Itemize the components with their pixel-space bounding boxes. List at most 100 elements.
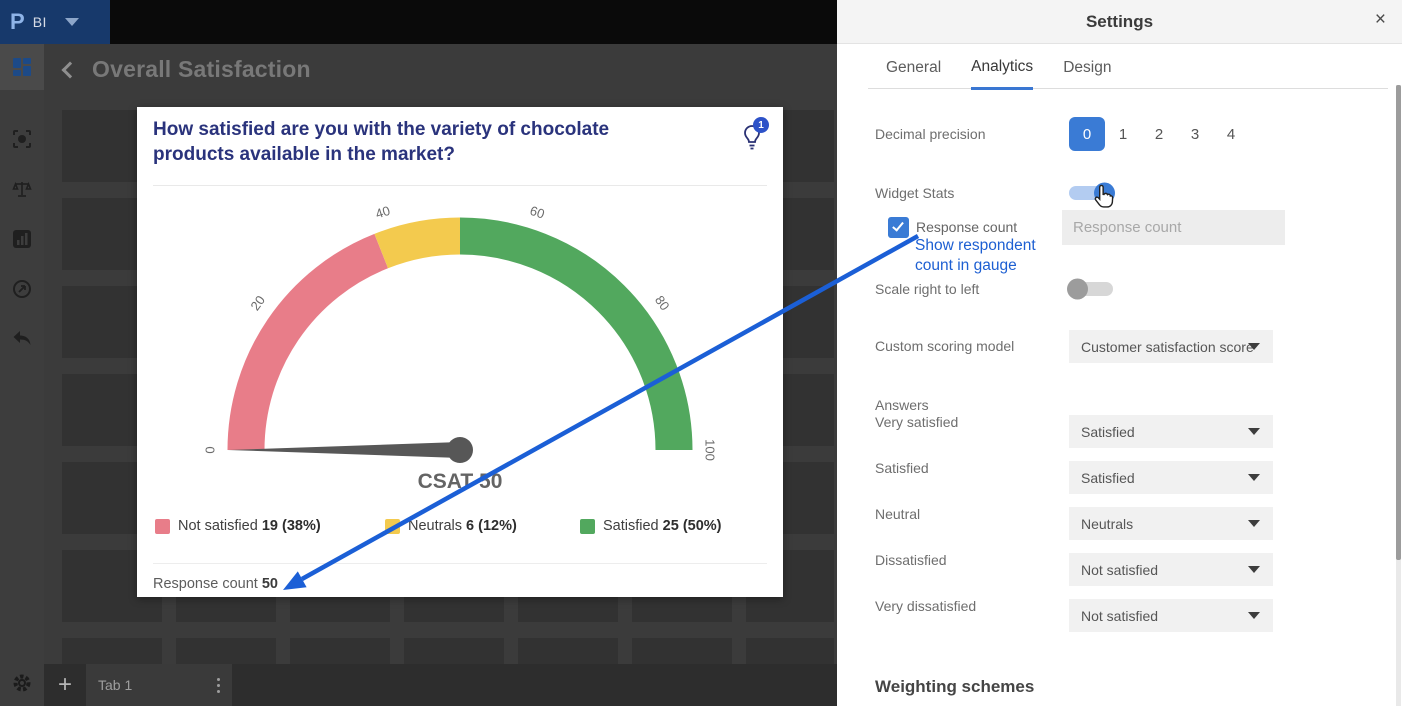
reply-icon — [13, 331, 31, 345]
sidebar-item-settings[interactable] — [0, 660, 44, 706]
tab-general[interactable]: General — [886, 59, 942, 76]
answer-satisfied-dropdown[interactable]: Satisfied — [1069, 461, 1273, 494]
answer-neutral-dropdown[interactable]: Neutrals — [1069, 507, 1273, 540]
scale-icon — [12, 181, 32, 197]
svg-text:40: 40 — [374, 203, 392, 222]
svg-text:0: 0 — [202, 446, 217, 453]
scan-icon — [13, 130, 31, 148]
answer-dissatisfied-label: Dissatisfied — [875, 552, 947, 568]
legend-item-neutrals: Neutrals 6 (12%) — [385, 518, 517, 534]
widget-placeholder-tile — [62, 638, 162, 664]
sidebar-item-back[interactable] — [0, 316, 44, 362]
settings-tabs: General Analytics Design — [868, 50, 1388, 90]
chevron-down-icon — [1248, 566, 1260, 573]
toggle-knob — [1067, 278, 1088, 300]
scrollbar-track — [1396, 85, 1401, 706]
widget-placeholder-tile — [404, 638, 504, 664]
chevron-down-icon — [1248, 474, 1260, 481]
tab-analytics[interactable]: Analytics — [971, 58, 1034, 90]
legend-swatch-red — [155, 518, 170, 534]
response-count-stat: Response count 50 — [153, 576, 278, 592]
custom-scoring-dropdown[interactable]: Customer satisfaction score — [1069, 330, 1273, 363]
chevron-down-icon — [1248, 612, 1260, 619]
chevron-down-icon — [1248, 428, 1260, 435]
workspace-switcher[interactable]: P BI — [0, 0, 110, 44]
answer-satisfied-label: Satisfied — [875, 460, 929, 476]
svg-text:60: 60 — [528, 203, 546, 222]
answer-very-dissatisfied-dropdown[interactable]: Not satisfied — [1069, 599, 1273, 632]
sidebar-item-dashboard[interactable] — [0, 44, 44, 90]
checkmark-icon — [892, 219, 904, 232]
answer-dissatisfied-dropdown[interactable]: Not satisfied — [1069, 553, 1273, 586]
response-count-checkbox-label: Response count — [916, 219, 1018, 235]
widget-placeholder-tile — [176, 638, 276, 664]
annotation-callout: Show respondent count in gauge — [915, 237, 1036, 274]
widget-stats-toggle[interactable] — [1069, 182, 1115, 204]
divider — [153, 563, 767, 564]
top-bar — [0, 0, 837, 44]
answers-heading: Answers — [875, 397, 929, 413]
insights-button[interactable]: 1 — [741, 117, 769, 151]
tab-label: Tab 1 — [98, 677, 133, 693]
decimal-option-2[interactable]: 2 — [1154, 125, 1164, 143]
answer-very-dissatisfied-label: Very dissatisfied — [875, 598, 977, 614]
scrollbar-thumb[interactable] — [1396, 85, 1401, 560]
chevron-down-icon — [1248, 520, 1260, 527]
close-icon[interactable]: × — [1374, 9, 1386, 30]
app-logo-icon: P — [10, 9, 25, 34]
sidebar-item-reports[interactable] — [0, 216, 44, 262]
tab-menu-icon[interactable] — [217, 677, 221, 693]
page-title: Overall Satisfaction — [92, 56, 311, 82]
app-logo-label: BI — [32, 14, 47, 30]
legend-swatch-yellow — [385, 518, 400, 534]
settings-title: Settings — [1085, 11, 1154, 31]
sidebar-item-export[interactable] — [0, 266, 44, 312]
answer-neutral-label: Neutral — [875, 506, 921, 522]
legend-item-satisfied: Satisfied 25 (50%) — [580, 518, 722, 534]
response-count-input[interactable] — [1062, 210, 1285, 245]
gear-icon — [13, 674, 31, 692]
legend-swatch-green — [580, 518, 595, 534]
sidebar-item-scan[interactable] — [0, 116, 44, 162]
answer-very-satisfied-label: Very satisfied — [875, 414, 959, 430]
custom-scoring-label: Custom scoring model — [875, 338, 1015, 354]
sidebar-item-compare[interactable] — [0, 166, 44, 212]
widget-placeholder-tile — [518, 638, 618, 664]
svg-text:80: 80 — [652, 293, 673, 314]
decimal-option-0[interactable]: 0 — [1069, 117, 1105, 151]
gauge-widget-card: 0 20 40 60 80 100 CSAT 50 How satisfied are yo… — [137, 107, 783, 597]
response-count-checkbox[interactable] — [888, 217, 909, 238]
widget-placeholder-tile — [290, 638, 390, 664]
sidebar — [0, 44, 44, 706]
bar-chart-icon — [13, 230, 31, 248]
legend-item-not-satisfied: Not satisfied 19 (38%) — [155, 518, 321, 534]
gauge-legend: Not satisfied 19 (38%) Neutrals 6 (12%) … — [155, 518, 765, 538]
add-tab-button[interactable]: + — [58, 671, 73, 698]
export-icon — [13, 280, 31, 298]
svg-text:100: 100 — [703, 439, 718, 461]
scale-rtl-toggle[interactable] — [1067, 278, 1113, 300]
svg-text:CSAT 50: CSAT 50 — [418, 470, 503, 493]
back-button[interactable] — [61, 61, 79, 78]
tab-tab1[interactable]: Tab 1 — [86, 664, 233, 706]
tab-design[interactable]: Design — [1063, 59, 1112, 76]
chevron-down-icon[interactable] — [64, 18, 79, 26]
divider — [153, 185, 767, 186]
decimal-precision-label: Decimal precision — [875, 126, 986, 142]
insights-badge: 1 — [753, 117, 769, 133]
scale-rtl-label: Scale right to left — [875, 281, 980, 297]
decimal-option-3[interactable]: 3 — [1190, 125, 1200, 143]
settings-header: Settings × — [837, 0, 1402, 44]
widget-placeholder-tile — [632, 638, 732, 664]
answer-very-satisfied-dropdown[interactable]: Satisfied — [1069, 415, 1273, 448]
decimal-option-1[interactable]: 1 — [1118, 125, 1128, 143]
chevron-down-icon — [1248, 343, 1260, 350]
settings-panel: Settings × General Analytics Design Deci… — [837, 0, 1402, 706]
toggle-knob — [1094, 182, 1115, 204]
weighting-schemes-heading: Weighting schemes — [875, 677, 1035, 696]
dashboard-tab-bar: + Tab 1 — [44, 664, 837, 706]
decimal-option-4[interactable]: 4 — [1226, 125, 1236, 143]
lightbulb-icon — [744, 125, 760, 150]
widget-placeholder-tile — [746, 638, 834, 664]
